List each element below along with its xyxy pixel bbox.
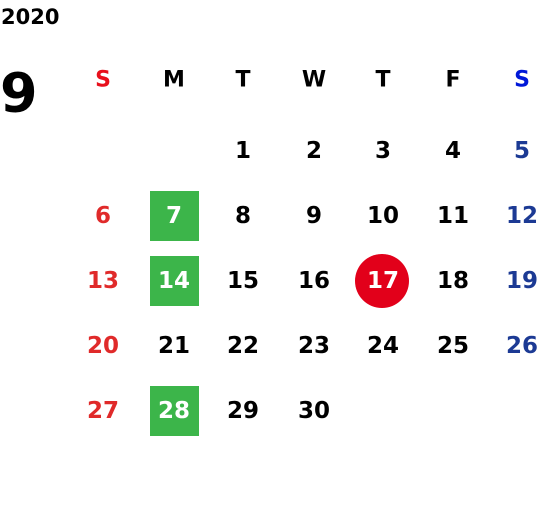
day-number: 23 <box>298 333 330 359</box>
day-number: 14 <box>158 268 190 294</box>
day-number: 19 <box>506 268 538 294</box>
day-number: 12 <box>506 203 538 229</box>
day-number: 2 <box>306 138 322 164</box>
weekday-label: M <box>163 68 185 93</box>
day-number: 18 <box>437 268 469 294</box>
month: 9 <box>0 62 38 125</box>
day-number: 24 <box>367 333 399 359</box>
weekday-label: T <box>375 68 390 93</box>
day-number: 10 <box>367 203 399 229</box>
highlight-box <box>150 386 199 436</box>
weekday-label: F <box>445 68 460 93</box>
day-number: 26 <box>506 333 538 359</box>
weekday-label: S <box>514 68 530 93</box>
day-number: 7 <box>166 203 182 229</box>
weekday-label: S <box>95 68 111 93</box>
day-number: 5 <box>514 138 530 164</box>
day-number: 17 <box>367 268 399 294</box>
day-number: 22 <box>227 333 259 359</box>
day-number: 4 <box>445 138 461 164</box>
year: 2020 <box>1 5 59 29</box>
day-number: 30 <box>298 398 330 424</box>
day-number: 25 <box>437 333 469 359</box>
day-number: 9 <box>306 203 322 229</box>
weekday-label: W <box>302 68 326 93</box>
day-number: 16 <box>298 268 330 294</box>
day-number: 28 <box>158 398 190 424</box>
day-number: 6 <box>95 203 111 229</box>
day-number: 8 <box>235 203 251 229</box>
day-number: 27 <box>87 398 119 424</box>
day-number: 21 <box>158 333 190 359</box>
day-number: 11 <box>437 203 469 229</box>
highlight-box <box>150 256 199 306</box>
today-marker <box>355 254 409 308</box>
highlight-box <box>150 191 199 241</box>
day-number: 20 <box>87 333 119 359</box>
day-number: 13 <box>87 268 119 294</box>
day-number: 29 <box>227 398 259 424</box>
day-number: 3 <box>375 138 391 164</box>
day-number: 1 <box>235 138 251 164</box>
weekday-label: T <box>235 68 250 93</box>
day-number: 15 <box>227 268 259 294</box>
